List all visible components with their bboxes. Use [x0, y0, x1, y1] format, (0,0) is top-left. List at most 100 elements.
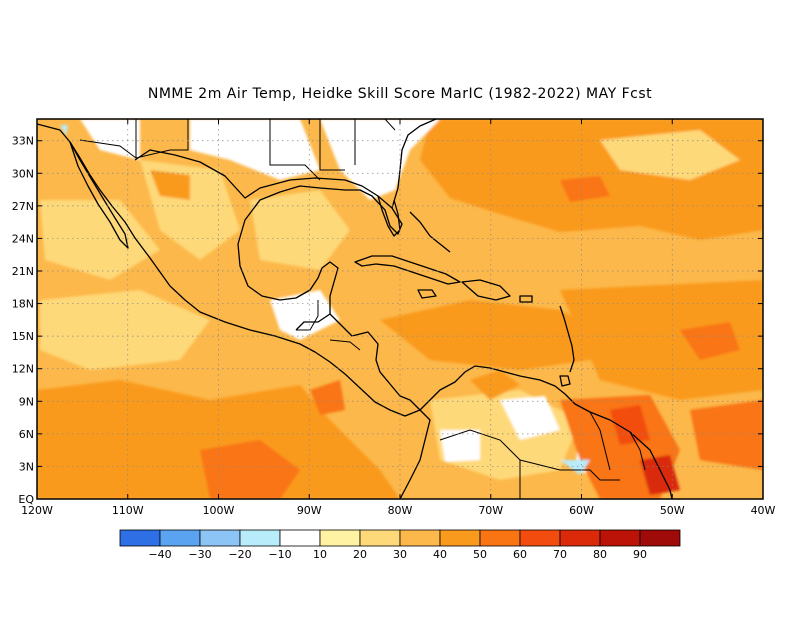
- colorbar-swatch: [159, 529, 201, 547]
- colorbar-label: 40: [433, 548, 447, 561]
- trinidad: [559, 375, 571, 387]
- lat-tick-label: 9N: [19, 395, 34, 408]
- colorbar-swatch: [559, 529, 601, 547]
- colorbar-swatch: [639, 529, 681, 547]
- colorbar: −40 −30 −20 −10 10 20 30 40 50 60 70 80 90: [119, 529, 681, 561]
- field-region: [560, 460, 590, 475]
- lon-tick-label: 110W: [112, 504, 144, 517]
- field-region: [310, 380, 345, 415]
- bahamas: [409, 211, 451, 253]
- lat-tick-label: 6N: [19, 428, 34, 441]
- field-region: [560, 176, 610, 202]
- south-america-border: [519, 459, 620, 481]
- baja-california: [69, 141, 129, 249]
- longitude-axis: 120W 110W 100W 90W 80W 70W 60W 50W 40W: [21, 119, 776, 517]
- colorbar-swatch: [239, 529, 281, 547]
- lat-tick-label: 21N: [12, 265, 34, 278]
- state-border: [384, 119, 396, 131]
- map-grid: [37, 119, 763, 499]
- lat-tick-label: 12N: [12, 363, 34, 376]
- south-america-north: [419, 365, 673, 499]
- colorbar-swatch: [119, 529, 161, 547]
- south-america-border: [589, 411, 611, 471]
- latitude-axis: EQ 3N 6N 9N 12N 15N 18N 21N 24N 27N 30N 33N: [12, 135, 763, 506]
- colorbar-swatch: [399, 529, 441, 547]
- colorbar-label: −10: [268, 548, 291, 561]
- hispaniola: [461, 279, 511, 301]
- us-mexico-border: [79, 119, 189, 159]
- lon-tick-label: 80W: [388, 504, 413, 517]
- colorbar-label: 90: [633, 548, 647, 561]
- field-region: [440, 430, 480, 462]
- lon-tick-label: 60W: [569, 504, 594, 517]
- colorbar-label: −30: [188, 548, 211, 561]
- lat-tick-label: 18N: [12, 298, 34, 311]
- lat-tick-label: 24N: [12, 232, 34, 245]
- colorbar-swatch: [479, 529, 521, 547]
- lon-tick-label: 50W: [660, 504, 685, 517]
- jamaica: [417, 289, 437, 299]
- colorbar-label: −40: [148, 548, 171, 561]
- lesser-antilles: [559, 305, 575, 373]
- coastlines: [37, 119, 673, 499]
- lat-tick-label: 15N: [12, 330, 34, 343]
- colorbar-label: 20: [353, 548, 367, 561]
- lat-tick-label: 30N: [12, 167, 34, 180]
- colorbar-swatch: [319, 529, 361, 547]
- lat-tick-label: EQ: [18, 493, 34, 506]
- south-america-border: [439, 429, 521, 499]
- colorbar-swatch: [519, 529, 561, 547]
- field-region: [600, 130, 740, 180]
- field-region: [690, 400, 763, 470]
- state-border: [319, 119, 345, 171]
- field-region: [470, 370, 520, 400]
- lon-tick-label: 90W: [297, 504, 322, 517]
- field-region: [320, 119, 440, 200]
- lon-tick-label: 100W: [203, 504, 235, 517]
- colorbar-label: 70: [553, 548, 567, 561]
- field-region: [200, 440, 300, 499]
- colorbar-swatch: [199, 529, 241, 547]
- colorbar-label: 30: [393, 548, 407, 561]
- colorbar-swatch: [359, 529, 401, 547]
- lat-tick-label: 33N: [12, 135, 34, 148]
- field-region: [680, 322, 740, 360]
- puerto-rico: [519, 295, 533, 303]
- field-region: [270, 290, 340, 340]
- map-title: NMME 2m Air Temp, Heidke Skill Score Mar…: [147, 86, 653, 102]
- florida: [377, 195, 401, 237]
- field-region: [380, 300, 600, 370]
- colorbar-label: −20: [228, 548, 251, 561]
- colorbar-label: 10: [313, 548, 327, 561]
- field-region: [640, 455, 680, 495]
- field-region: [560, 280, 763, 400]
- state-border: [269, 119, 321, 181]
- field-region: [40, 200, 160, 280]
- field-region: [150, 170, 190, 200]
- colorbar-swatch: [599, 529, 641, 547]
- lat-tick-label: 27N: [12, 200, 34, 213]
- country-borders: [79, 119, 646, 499]
- cuba: [354, 255, 461, 285]
- colorbar-label: 60: [513, 548, 527, 561]
- south-america-border: [629, 431, 646, 471]
- colorbar-label: 50: [473, 548, 487, 561]
- field-region: [40, 290, 210, 370]
- field-region: [500, 396, 560, 440]
- field-region: [610, 405, 650, 445]
- colorbar-swatch: [279, 529, 321, 547]
- lat-tick-label: 3N: [19, 460, 34, 473]
- colorbar-label: 80: [593, 548, 607, 561]
- central-america-east: [329, 313, 421, 411]
- field-region: [250, 190, 350, 270]
- gulf-coast: [134, 149, 403, 331]
- central-america-border: [329, 339, 361, 351]
- field-region: [60, 125, 68, 136]
- central-america-border: [296, 300, 319, 331]
- lon-tick-label: 120W: [21, 504, 53, 517]
- us-atlantic-coast: [391, 119, 437, 209]
- lon-tick-label: 40W: [751, 504, 776, 517]
- colorbar-swatch: [439, 529, 481, 547]
- lon-tick-label: 70W: [478, 504, 503, 517]
